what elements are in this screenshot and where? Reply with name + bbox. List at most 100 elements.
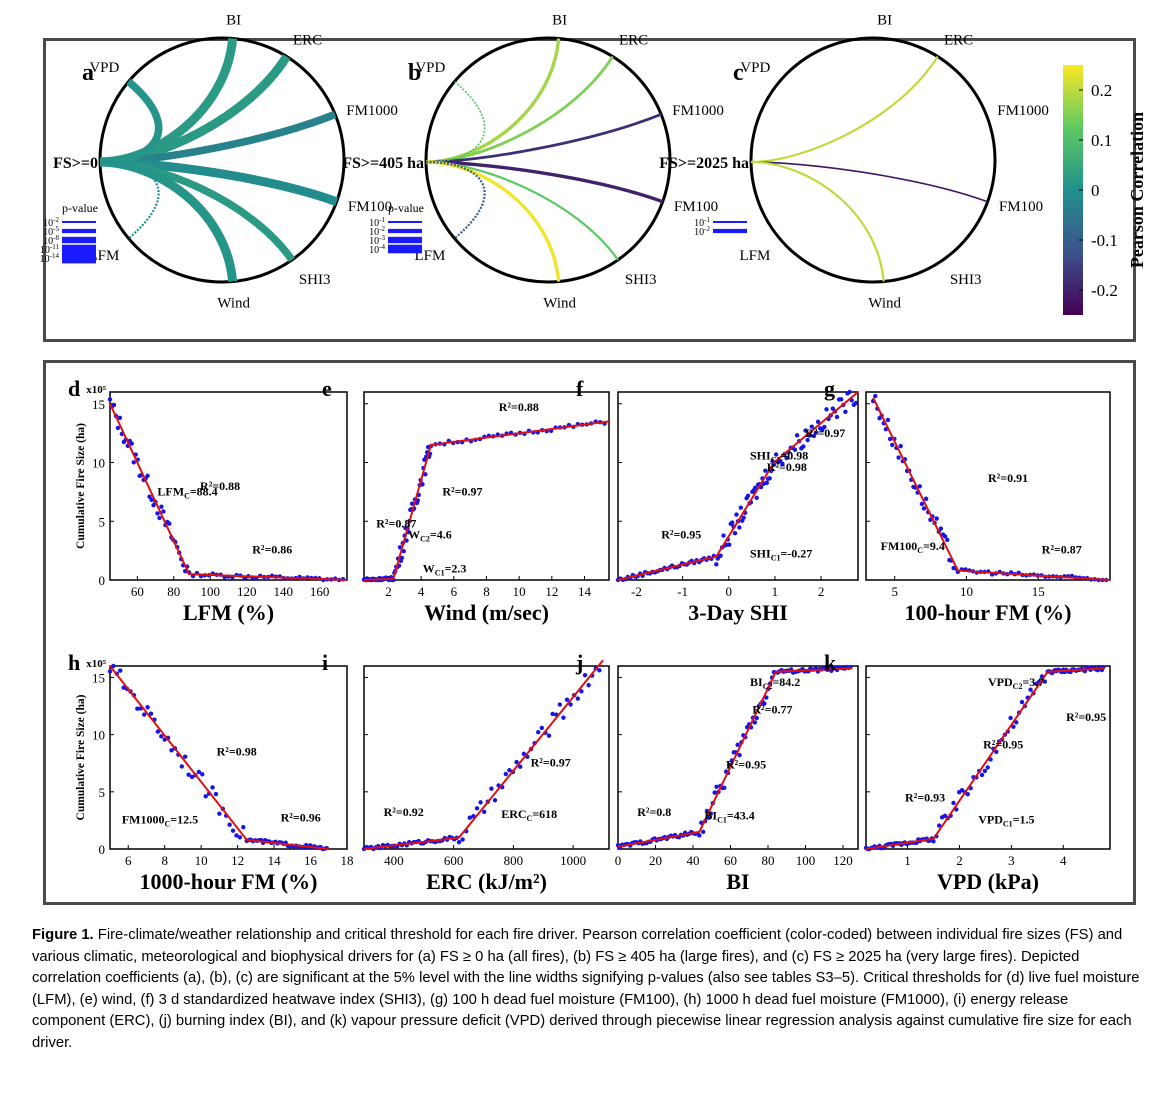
data-point xyxy=(834,414,840,420)
threshold-plot-j: j0 20 40 60 80 100 120BIBIC2=84.2BIC1=43.4R²=0… xyxy=(575,650,859,894)
plot-frame xyxy=(865,391,1111,581)
r-squared-label: R²=0.95 xyxy=(661,528,701,542)
data-point xyxy=(762,701,767,706)
threshold-subscript: C2 xyxy=(1013,682,1023,691)
y-tick-label: 0 xyxy=(99,573,106,588)
node-label: LFM xyxy=(740,248,771,264)
regression-line xyxy=(109,403,348,581)
threshold-value: =1.5 xyxy=(1013,812,1035,826)
legend-exponent: -4 xyxy=(379,243,385,251)
plot-frame xyxy=(617,665,859,850)
data-point xyxy=(460,837,465,842)
data-point xyxy=(763,468,768,473)
threshold-name: FM100 xyxy=(881,539,918,553)
data-point xyxy=(121,685,126,690)
x-axis-label: 100-hour FM (%) xyxy=(904,600,1071,625)
r-squared-label: R²=0.97 xyxy=(805,426,845,440)
x-tick-label: 3 xyxy=(1008,853,1015,868)
data-point xyxy=(780,461,785,467)
colorbar-tick-label: -0.2 xyxy=(1091,281,1118,300)
y-tick-label: 5 xyxy=(99,785,106,800)
data-point xyxy=(230,828,236,833)
data-point xyxy=(917,484,922,489)
panel-letter: j xyxy=(575,650,583,675)
data-point xyxy=(167,521,172,526)
data-point xyxy=(898,443,903,449)
legend-bar xyxy=(388,221,422,223)
legend-exponent: -1 xyxy=(704,216,710,224)
threshold-value: =43.4 xyxy=(727,809,755,823)
threshold-subscript: C1 xyxy=(1003,819,1013,828)
data-point xyxy=(896,455,901,460)
figure-graphics: aBIERCFM1000FM100SHI3WindLFMVPDFS>=0p-va… xyxy=(40,13,1147,894)
x-tick-label: 10 xyxy=(960,584,973,599)
threshold-subscript: C1 xyxy=(435,568,445,577)
r-squared-label: R²=0.77 xyxy=(752,703,792,717)
threshold-subscript: C1 xyxy=(717,816,727,825)
legend-exponent: -2 xyxy=(704,225,710,233)
r-squared-label: R²=0.92 xyxy=(384,805,424,819)
x-tick-label: 140 xyxy=(273,584,293,599)
data-point xyxy=(241,824,246,830)
node-label: SHI3 xyxy=(625,272,657,288)
chord-link xyxy=(99,54,291,167)
panel-letter: i xyxy=(322,650,328,675)
legend-label: 10-4 xyxy=(369,243,385,256)
legend-bar xyxy=(62,244,96,254)
legend-bar xyxy=(62,236,96,244)
data-point xyxy=(482,809,487,814)
data-point xyxy=(183,754,188,759)
chord-diagram-panel xyxy=(43,38,1136,342)
node-label: FM100 xyxy=(674,199,718,215)
r-squared-label: R²=0.95 xyxy=(1066,710,1106,724)
chord-link xyxy=(425,160,486,240)
data-point xyxy=(111,663,116,669)
x-tick-label: -1 xyxy=(677,584,688,599)
data-point xyxy=(217,811,222,816)
chord-diagram-a: a BI ERC FM1000 FM100 SHI3 Wind LFM VPD FS>=0 p-va… xyxy=(40,13,398,312)
plot-frame xyxy=(109,391,348,581)
data-point xyxy=(839,397,844,402)
data-point xyxy=(423,472,428,477)
x-tick-label: 6 xyxy=(451,584,458,599)
node-label: LFM xyxy=(89,248,120,264)
x-tick-label: 1 xyxy=(904,853,911,868)
threshold-name: W xyxy=(423,561,435,575)
data-point xyxy=(141,712,147,717)
r-squared-label: R²=0.87 xyxy=(376,516,416,530)
data-point xyxy=(129,441,134,446)
chord-link xyxy=(425,80,486,163)
threshold-plot-f: f-2 -1 0 1 23-Day SHISHIC2=0.98SHIC1=-0.27R²… xyxy=(576,376,859,625)
data-point xyxy=(399,555,405,561)
data-point xyxy=(885,417,891,423)
panel-letter: d xyxy=(68,376,80,401)
data-point xyxy=(745,493,751,499)
data-point xyxy=(727,542,732,547)
data-point xyxy=(564,697,570,702)
chord-link xyxy=(99,157,238,282)
colorbar-tick-label: 0.1 xyxy=(1091,131,1112,150)
threshold-name: W xyxy=(408,528,420,542)
threshold-label: SHIC1=-0.27 xyxy=(750,546,812,562)
threshold-label: FS>=2025 ha xyxy=(659,155,749,172)
data-point xyxy=(741,515,746,520)
node-label: SHI3 xyxy=(299,272,331,288)
threshold-plot-d: d x10⁵ 60 80 100 120 140 160 0 5 10 15 LFM (%) Cumula… xyxy=(68,376,348,625)
legend-exponent: -3 xyxy=(379,234,385,242)
chord-link xyxy=(425,160,619,261)
data-point xyxy=(712,790,717,795)
data-point xyxy=(148,711,154,716)
data-point xyxy=(1028,687,1033,692)
chord-circle xyxy=(749,36,997,284)
threshold-name: ERC xyxy=(501,807,526,821)
x-tick-label: 16 xyxy=(304,853,318,868)
data-point xyxy=(478,800,483,805)
x-axis-label: LFM (%) xyxy=(183,600,274,625)
x-tick-label: 4 xyxy=(1060,853,1067,868)
data-point xyxy=(155,729,161,734)
x-tick-label: 400 xyxy=(384,853,404,868)
threshold-label: FS>=405 ha xyxy=(342,155,424,172)
x-tick-label: 80 xyxy=(762,853,775,868)
panel-letter: h xyxy=(68,650,80,675)
threshold-label: WC1=2.3 xyxy=(423,561,467,577)
